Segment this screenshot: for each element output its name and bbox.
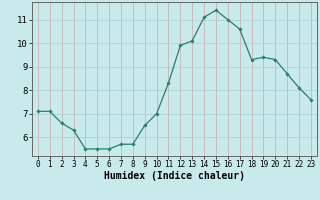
X-axis label: Humidex (Indice chaleur): Humidex (Indice chaleur)	[104, 171, 245, 181]
